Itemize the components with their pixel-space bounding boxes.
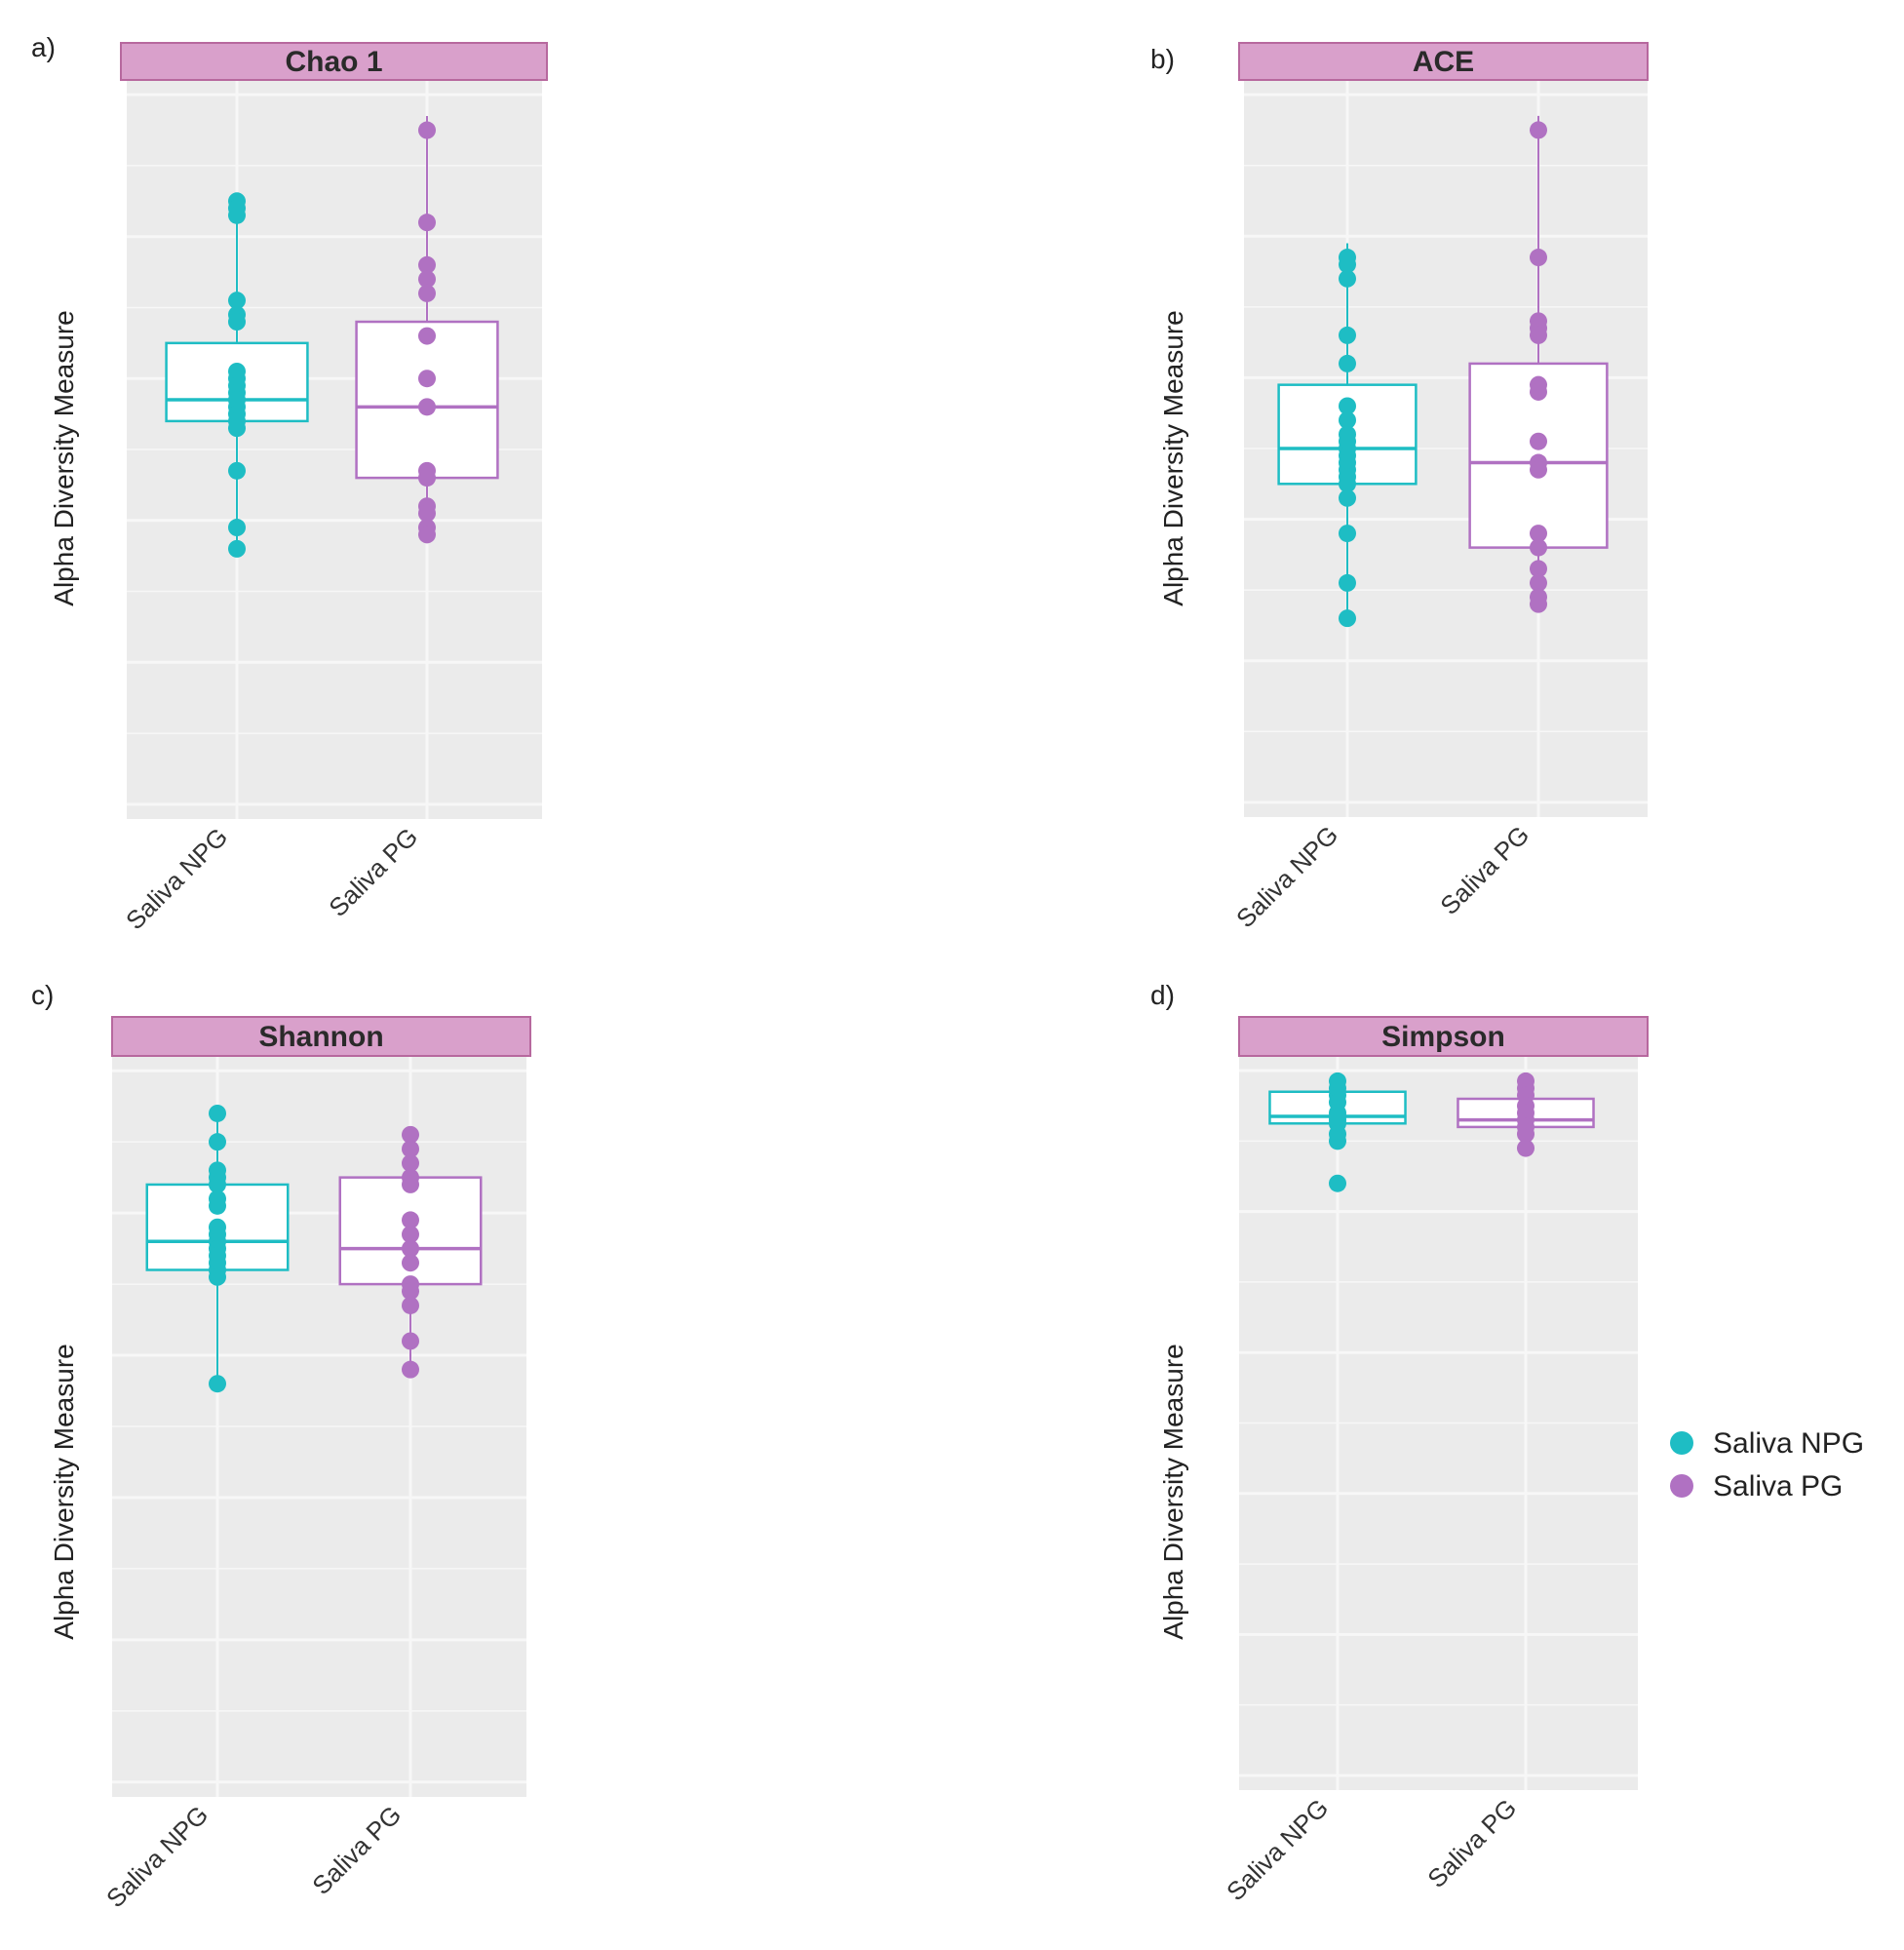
legend-swatch — [1670, 1431, 1693, 1455]
data-point — [228, 206, 246, 224]
legend-label: Saliva NPG — [1713, 1427, 1864, 1460]
y-axis-label: Alpha Diversity Measure — [49, 310, 79, 605]
y-axis-label: Alpha Diversity Measure — [49, 1344, 79, 1639]
chart-panel-4: d) Simpson Alpha Diversity Measure Saliva N… — [1150, 980, 1649, 1906]
data-point — [209, 1175, 226, 1193]
panel-label: c) — [31, 980, 54, 1010]
data-point — [228, 419, 246, 438]
data-point — [402, 1282, 419, 1301]
x-tick-label: Saliva PG — [1434, 820, 1535, 920]
data-point — [1329, 1132, 1346, 1150]
data-point — [402, 1254, 419, 1272]
strip-title: Shannon — [258, 1021, 383, 1053]
data-point — [1530, 460, 1547, 479]
data-point — [1339, 269, 1356, 288]
data-point — [1517, 1125, 1535, 1144]
data-point — [402, 1239, 419, 1258]
strip-title: Chao 1 — [285, 46, 382, 78]
data-point — [1517, 1139, 1535, 1157]
strip-background — [1238, 1016, 1649, 1057]
legend-item: Saliva NPG — [1667, 1427, 1864, 1460]
chart-panel-2: b) ACE Alpha Diversity Measure Saliva NPG Sa… — [1150, 42, 1649, 933]
legend-label: Saliva PG — [1713, 1470, 1843, 1502]
data-point — [1339, 609, 1356, 628]
data-point — [402, 1226, 419, 1244]
data-point — [1329, 1174, 1346, 1192]
data-point — [1530, 432, 1547, 450]
data-point — [1339, 326, 1356, 344]
x-tick-label: Saliva NPG — [120, 822, 233, 935]
data-point — [1339, 488, 1356, 507]
data-point — [209, 1375, 226, 1393]
data-point — [209, 1104, 226, 1122]
data-point — [1530, 573, 1547, 592]
x-tick-label: Saliva PG — [323, 822, 423, 922]
x-tick-label: Saliva NPG — [1221, 1793, 1334, 1906]
data-point — [402, 1140, 419, 1158]
data-point — [1339, 354, 1356, 372]
x-tick-label: Saliva PG — [306, 1800, 407, 1900]
data-point — [402, 1154, 419, 1173]
data-point — [228, 292, 246, 310]
data-point — [418, 255, 436, 274]
data-point — [1530, 326, 1547, 344]
data-point — [209, 1196, 226, 1215]
data-point — [1339, 525, 1356, 543]
y-axis-label: Alpha Diversity Measure — [1158, 310, 1188, 605]
legend-swatch — [1670, 1474, 1693, 1498]
data-point — [1530, 560, 1547, 578]
data-point — [418, 526, 436, 544]
data-point — [402, 1175, 419, 1193]
data-point — [418, 327, 436, 345]
data-point — [418, 504, 436, 523]
data-point — [1530, 249, 1547, 267]
data-point — [418, 270, 436, 289]
strip-background — [1238, 42, 1649, 81]
data-point — [1339, 397, 1356, 415]
data-point — [228, 519, 246, 537]
x-tick-label: Saliva NPG — [100, 1800, 214, 1913]
data-point — [1530, 538, 1547, 557]
data-point — [1339, 475, 1356, 493]
data-point — [418, 284, 436, 302]
strip-background — [111, 1016, 531, 1057]
data-point — [402, 1360, 419, 1379]
data-point — [209, 1268, 226, 1286]
data-point — [418, 214, 436, 232]
data-point — [1339, 255, 1356, 274]
data-point — [228, 313, 246, 332]
data-point — [402, 1296, 419, 1314]
data-point — [1339, 573, 1356, 592]
strip-title: ACE — [1413, 46, 1474, 78]
data-point — [1530, 525, 1547, 543]
data-point — [1339, 410, 1356, 429]
data-point — [1530, 121, 1547, 139]
data-point — [1530, 382, 1547, 401]
data-point — [402, 1211, 419, 1229]
x-tick-label: Saliva PG — [1421, 1793, 1522, 1893]
data-point — [402, 1125, 419, 1144]
data-point — [228, 461, 246, 480]
strip-background — [120, 42, 548, 81]
data-point — [228, 539, 246, 558]
panel-label: a) — [31, 32, 56, 62]
panel-label: d) — [1150, 980, 1175, 1010]
panel-label: b) — [1150, 44, 1175, 74]
data-point — [418, 398, 436, 416]
data-point — [209, 1133, 226, 1151]
data-point — [418, 469, 436, 488]
x-tick-label: Saliva NPG — [1230, 820, 1343, 933]
data-point — [1530, 595, 1547, 613]
data-point — [402, 1332, 419, 1350]
data-point — [418, 121, 436, 139]
y-axis-label: Alpha Diversity Measure — [1158, 1344, 1188, 1639]
legend-item: Saliva PG — [1667, 1470, 1843, 1502]
chart-panel-1: a) Chao 1 Alpha Diversity Measure Saliva NP… — [31, 32, 548, 935]
data-point — [418, 370, 436, 388]
strip-title: Simpson — [1381, 1021, 1505, 1053]
chart-panel-3: c) Shannon Alpha Diversity Measure Saliva N… — [31, 980, 531, 1913]
legend: Saliva NPG Saliva PG — [1667, 1427, 1864, 1502]
